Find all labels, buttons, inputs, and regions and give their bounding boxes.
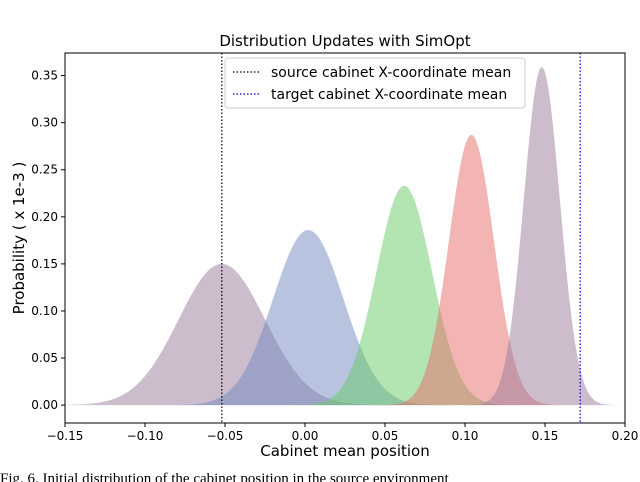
plot-frame — [64, 52, 626, 424]
density-area — [65, 67, 625, 406]
x-tick-label: −0.15 — [47, 429, 84, 443]
chart-title: Distribution Updates with SimOpt — [219, 32, 470, 50]
x-tick-label: −0.05 — [207, 429, 244, 443]
y-tick-label: 0.00 — [31, 398, 58, 412]
x-axis-label: Cabinet mean position — [260, 442, 429, 460]
legend-label: target cabinet X-coordinate mean — [271, 87, 507, 103]
y-tick-label: 0.20 — [31, 210, 58, 224]
y-tick-label: 0.10 — [31, 304, 58, 318]
x-tick-label: −0.10 — [127, 429, 164, 443]
y-tick-label: 0.30 — [31, 116, 58, 130]
x-tick-label: 0.10 — [452, 429, 479, 443]
density-area — [65, 134, 625, 406]
x-tick-label: 0.05 — [372, 429, 399, 443]
y-tick-label: 0.35 — [31, 69, 58, 83]
legend-label: source cabinet X-coordinate mean — [271, 65, 511, 81]
caption: Fig. 6. Initial distribution of the cabi… — [0, 471, 450, 482]
y-tick-label: 0.05 — [31, 351, 58, 365]
x-tick-label: 0.15 — [532, 429, 559, 443]
density-area — [65, 230, 625, 406]
y-tick-label: 0.25 — [31, 163, 58, 177]
x-tick-label: 0.00 — [292, 429, 319, 443]
y-axis-label: Probability ( x 1e-3 ) — [10, 162, 28, 315]
legend-box — [224, 57, 526, 109]
density-area — [65, 263, 625, 406]
y-tick-label: 0.15 — [31, 257, 58, 271]
x-tick-label: 0.20 — [612, 429, 639, 443]
